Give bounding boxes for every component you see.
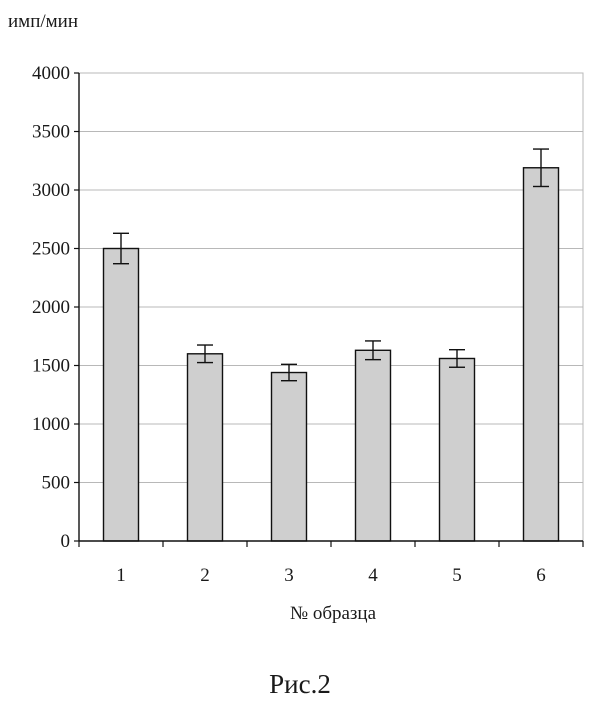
error-bar — [197, 344, 213, 364]
y-axis-label: имп/мин — [8, 11, 78, 32]
y-tick-label: 1000 — [32, 414, 70, 435]
bar — [102, 247, 140, 542]
y-tick-label: 4000 — [32, 63, 70, 84]
bars — [102, 167, 560, 542]
x-tick-label: 2 — [200, 565, 210, 586]
x-tick-label: 3 — [284, 565, 294, 586]
x-axis-label: № образца — [290, 603, 377, 624]
figure-caption: Рис.2 — [269, 669, 331, 699]
error-bar — [365, 340, 381, 361]
axes — [74, 72, 584, 547]
x-tick-label: 5 — [452, 565, 462, 586]
bar — [270, 371, 308, 542]
error-bars — [113, 148, 549, 382]
y-tick-label: 500 — [42, 473, 71, 494]
bar — [522, 167, 560, 542]
y-tick-label: 3500 — [32, 122, 70, 143]
bar — [354, 349, 392, 542]
y-tick-label: 2000 — [32, 297, 70, 318]
error-bar — [533, 148, 549, 188]
y-tick-label: 1500 — [32, 356, 70, 377]
bar — [186, 353, 224, 542]
error-bar — [113, 232, 129, 265]
y-tick-label: 0 — [61, 531, 71, 552]
error-bar — [281, 363, 297, 382]
bar — [438, 357, 476, 542]
y-tick-labels: 0 500 1000 1500 2000 2500 3000 3500 4000 — [32, 63, 70, 552]
x-tick-label: 6 — [536, 565, 546, 586]
x-tick-labels: 1 2 3 4 5 6 — [116, 565, 546, 586]
error-bar — [449, 349, 465, 368]
y-tick-label: 3000 — [32, 180, 70, 201]
x-tick-label: 1 — [116, 565, 126, 586]
y-tick-label: 2500 — [32, 239, 70, 260]
gridlines — [78, 72, 584, 542]
x-tick-label: 4 — [368, 565, 378, 586]
